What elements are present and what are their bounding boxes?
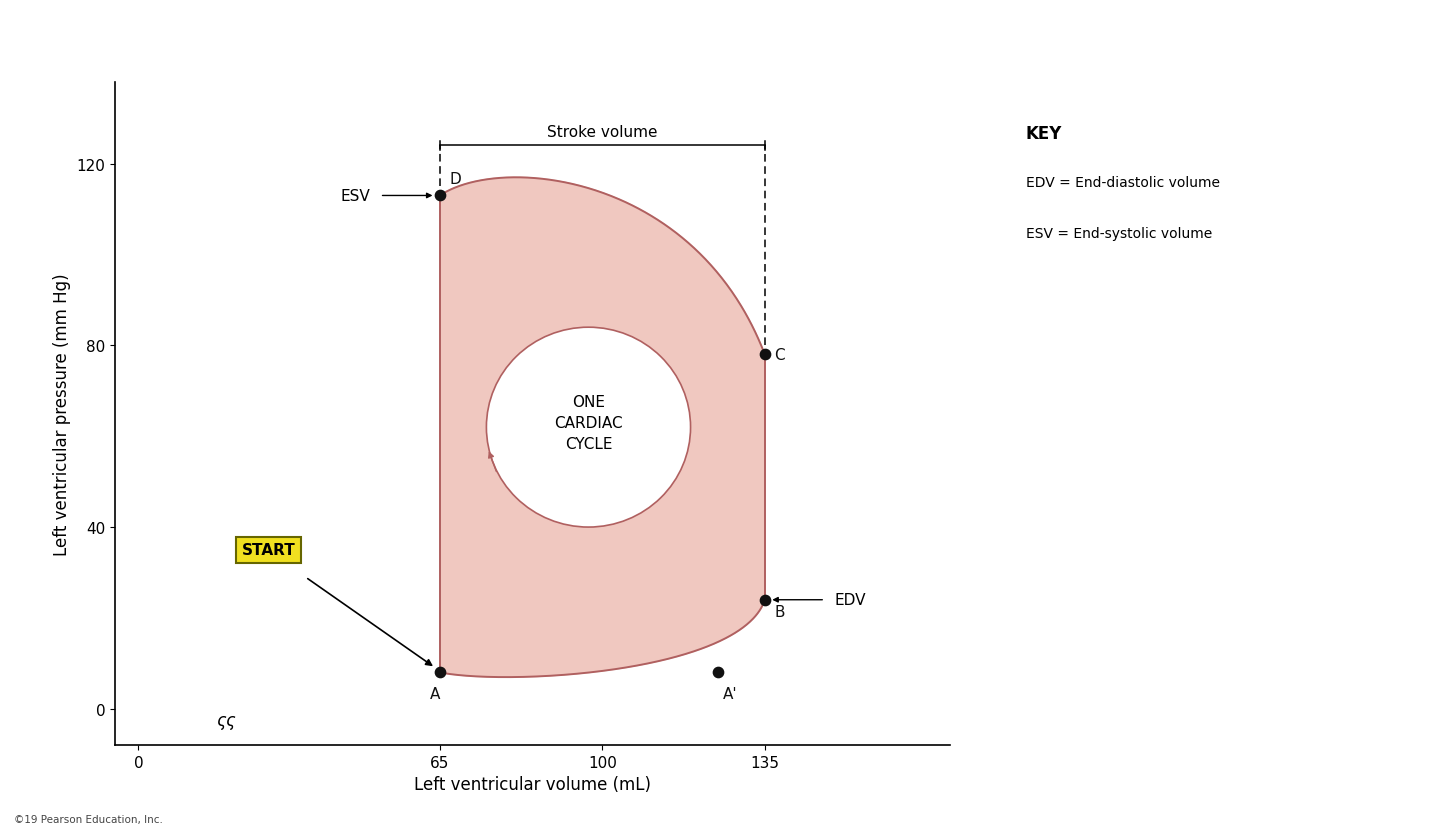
Point bbox=[707, 666, 730, 679]
Text: ESV = End-systolic volume: ESV = End-systolic volume bbox=[1025, 227, 1212, 240]
Point bbox=[753, 349, 776, 362]
Text: ESV: ESV bbox=[341, 189, 370, 204]
Y-axis label: Left ventricular pressure (mm Hg): Left ventricular pressure (mm Hg) bbox=[53, 273, 71, 555]
Text: Stroke volume: Stroke volume bbox=[547, 124, 658, 139]
Polygon shape bbox=[441, 178, 765, 677]
Text: EDV = End-diastolic volume: EDV = End-diastolic volume bbox=[1025, 176, 1220, 190]
Circle shape bbox=[487, 328, 691, 527]
Text: ONE
CARDIAC
CYCLE: ONE CARDIAC CYCLE bbox=[554, 395, 622, 451]
Point bbox=[429, 666, 452, 679]
Text: D: D bbox=[449, 172, 461, 187]
Text: ©19 Pearson Education, Inc.: ©19 Pearson Education, Inc. bbox=[14, 814, 163, 824]
Text: KEY: KEY bbox=[1025, 124, 1063, 142]
Text: EDV: EDV bbox=[834, 593, 865, 608]
Point bbox=[753, 594, 776, 607]
Text: A': A' bbox=[723, 686, 737, 701]
Text: C: C bbox=[775, 348, 785, 363]
Text: START: START bbox=[242, 542, 295, 557]
Text: A: A bbox=[431, 686, 441, 701]
Text: B: B bbox=[775, 604, 785, 619]
X-axis label: Left ventricular volume (mL): Left ventricular volume (mL) bbox=[415, 776, 651, 793]
Text: $\varsigma\varsigma$: $\varsigma\varsigma$ bbox=[216, 714, 238, 731]
Point bbox=[429, 190, 452, 203]
